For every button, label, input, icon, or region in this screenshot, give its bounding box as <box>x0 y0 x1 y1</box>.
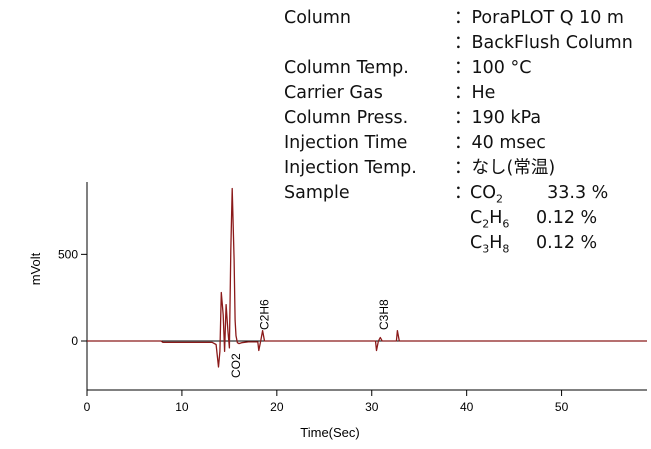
x-axis-title: Time(Sec) <box>300 425 359 440</box>
cond-label: Injection Time <box>284 133 408 153</box>
peak-label-c3h8: C3H8 <box>377 299 391 330</box>
peak-label-c2h6: C2H6 <box>258 299 272 330</box>
sample-conc: 0.12 % <box>536 233 598 253</box>
x-tick-label-1: 10 <box>175 400 189 414</box>
y-axis-title: mVolt <box>28 252 43 285</box>
sample-colon: ： <box>454 183 472 203</box>
x-tick-label-2: 20 <box>270 400 284 414</box>
x-tick-label-4: 40 <box>460 400 474 414</box>
cond-label: Column Press. <box>284 108 409 128</box>
chromatogram-trace <box>87 187 647 368</box>
sample-component-c2h6: C2H6 0.12 % <box>470 208 598 231</box>
sample-component-co2: CO2 33.3 % <box>470 183 609 206</box>
sample-label: Sample <box>284 183 350 203</box>
cond-label: Carrier Gas <box>284 83 383 103</box>
cond-value: ：100 °C <box>454 58 532 78</box>
cond-value: ：190 kPa <box>454 108 542 128</box>
cond-label: Column Temp. <box>284 58 409 78</box>
peak-label-co2: CO2 <box>229 353 243 378</box>
x-tick-label-0: 0 <box>84 400 91 414</box>
cond-value: ：He <box>454 83 496 103</box>
sample-conc: 0.12 % <box>536 208 598 228</box>
peak-labels: CO2 C2H6 C3H8 <box>229 299 391 378</box>
x-tick-label-3: 30 <box>365 400 379 414</box>
y-tick-label-0: 0 <box>71 334 78 348</box>
cond-value: ：40 msec <box>454 133 546 153</box>
y-tick-label-1: 500 <box>58 247 78 261</box>
cond-value: ：なし(常温) <box>454 158 556 178</box>
sample-conc: 33.3 % <box>547 183 609 203</box>
x-tick-label-5: 50 <box>555 400 569 414</box>
sample-component-c3h8: C3H8 0.12 % <box>470 233 598 256</box>
cond-value: ：BackFlush Column <box>454 33 633 53</box>
cond-label: Column <box>284 8 352 28</box>
cond-value: ：PoraPLOT Q 10 m <box>454 8 624 28</box>
cond-label: Injection Temp. <box>284 158 417 178</box>
